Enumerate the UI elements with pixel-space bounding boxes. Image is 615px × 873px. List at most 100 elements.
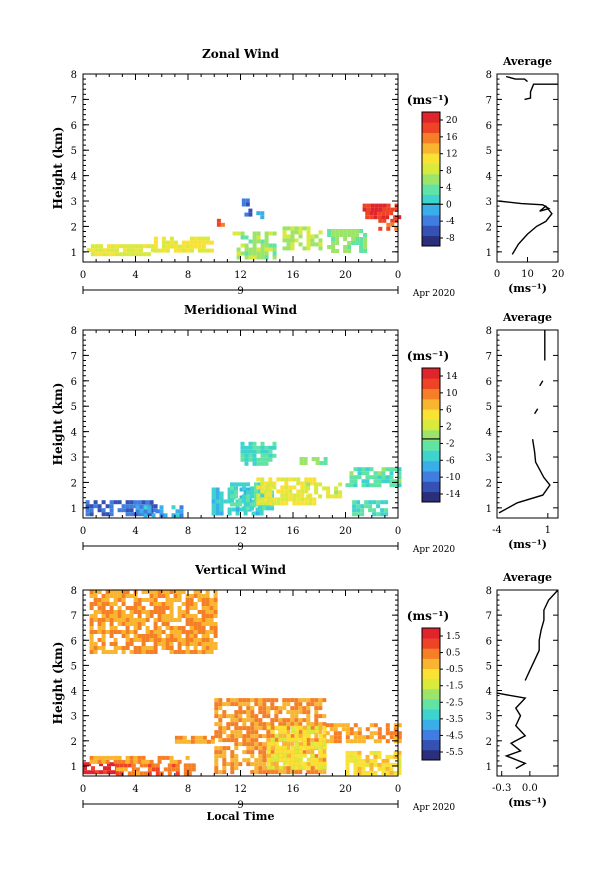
average-unit: (ms⁻¹) [508,282,547,295]
colorbar-swatch [422,658,440,670]
y-tick-label: 6 [71,636,77,647]
colorbar-tick-label: -8 [446,234,455,244]
colorbar-swatch [422,450,440,462]
colorbar-unit: (ms⁻¹) [407,609,449,623]
avg-y-tick-label: 1 [486,504,492,515]
colorbar-tick-label: 16 [446,133,458,143]
y-tick-label: 1 [71,762,77,773]
colorbar-swatch [422,638,440,649]
y-axis-label: Height (km) [51,642,65,725]
colorbar-swatch [422,225,440,237]
heatmap-region [115,763,196,776]
x-tick-label: 8 [185,270,191,281]
heatmap-region [345,467,402,488]
heatmap-region [174,735,215,744]
average-profile-line [496,692,527,770]
avg-x-tick-label: 0.0 [522,783,538,794]
colorbar-tick-label: 4 [446,183,452,193]
colorbar-swatch [422,699,440,710]
colorbar-swatch [422,709,440,720]
heatmap-region [362,203,399,212]
average-profile-line [498,439,551,514]
y-axis-label: Height (km) [51,383,65,466]
y-tick-label: 4 [71,428,77,439]
average-unit: (ms⁻¹) [508,796,547,809]
avg-y-tick-label: 4 [486,687,492,698]
colorbar-swatch [422,142,440,154]
x-tick-label: 0 [395,270,401,281]
heatmap-cells [85,441,402,518]
avg-x-tick-label: 1 [545,525,551,536]
average-profile-line [534,408,539,415]
panel-title: Zonal Wind [202,47,280,61]
heatmap-cells [83,590,402,776]
y-tick-label: 7 [71,95,77,106]
x-tick-label: 0 [80,526,86,537]
x-tick-label: 16 [287,270,300,281]
colorbar-swatch [422,429,440,441]
average-title: Average [502,55,552,68]
y-tick-label: 7 [71,351,77,362]
colorbar-tick-label: 6 [446,406,452,416]
y-tick-label: 7 [71,611,77,622]
y-tick-label: 1 [71,248,77,259]
colorbar-swatch [422,122,440,134]
y-tick-label: 4 [71,687,77,698]
colorbar-swatch [422,460,440,472]
y-tick-label: 5 [71,402,77,413]
colorbar-tick-label: 20 [446,116,458,126]
average-profile-line [498,200,553,255]
colorbar-unit: (ms⁻¹) [407,93,449,107]
avg-y-tick-label: 1 [486,248,492,259]
heatmap-region [327,229,368,253]
colorbar-tick-label: 14 [446,372,458,382]
avg-x-tick-label: -4 [492,525,502,536]
average-profile-line [524,83,558,101]
panel-title: Vertical Wind [194,563,287,577]
avg-y-tick-label: 3 [486,197,492,208]
day-label: 9 [237,800,243,811]
x-tick-label: 8 [185,526,191,537]
avg-y-tick-label: 2 [486,222,492,233]
heatmap-region [282,226,323,251]
heatmap-region [232,231,277,260]
colorbar-swatch [422,749,440,761]
avg-x-tick-label: 20 [552,269,565,280]
x-tick-label: 12 [234,270,247,281]
colorbar-tick-label: -0.5 [446,665,464,675]
y-tick-label: 5 [71,661,77,672]
colorbar-swatch [422,648,440,659]
colorbar-swatch [422,398,440,410]
avg-y-tick-label: 8 [486,70,492,81]
average-title: Average [502,571,552,584]
y-tick-label: 8 [71,586,77,597]
heatmap-region [352,500,389,517]
avg-y-tick-label: 6 [486,377,492,388]
y-tick-label: 2 [71,222,77,233]
y-tick-label: 3 [71,453,77,464]
y-tick-label: 6 [71,121,77,132]
colorbar-tick-label: -6 [446,456,455,466]
avg-y-tick-label: 3 [486,453,492,464]
colorbar-frame [421,111,441,247]
avg-y-tick-label: 6 [486,121,492,132]
y-tick-label: 2 [71,478,77,489]
colorbar-tick-label: 12 [446,150,457,160]
avg-y-tick-label: 7 [486,351,492,362]
average-profile-line [539,380,544,387]
avg-y-tick-label: 4 [486,172,492,183]
colorbar-swatch [422,194,440,206]
x-tick-label: 12 [234,784,247,795]
colorbar-swatch [422,719,440,730]
heatmap-region [86,244,155,257]
heatmap-region [135,505,184,518]
colorbar-swatch [422,481,440,493]
colorbar-tick-label: 8 [446,167,452,177]
colorbar-tick-label: -2 [446,439,455,449]
avg-x-tick-label: -0.3 [492,783,511,794]
x-tick-label: 16 [287,526,300,537]
heatmap-region [378,218,399,231]
average-frame [496,589,559,777]
colorbar-tick-label: -5.5 [446,748,464,758]
colorbar-swatch [422,491,440,503]
